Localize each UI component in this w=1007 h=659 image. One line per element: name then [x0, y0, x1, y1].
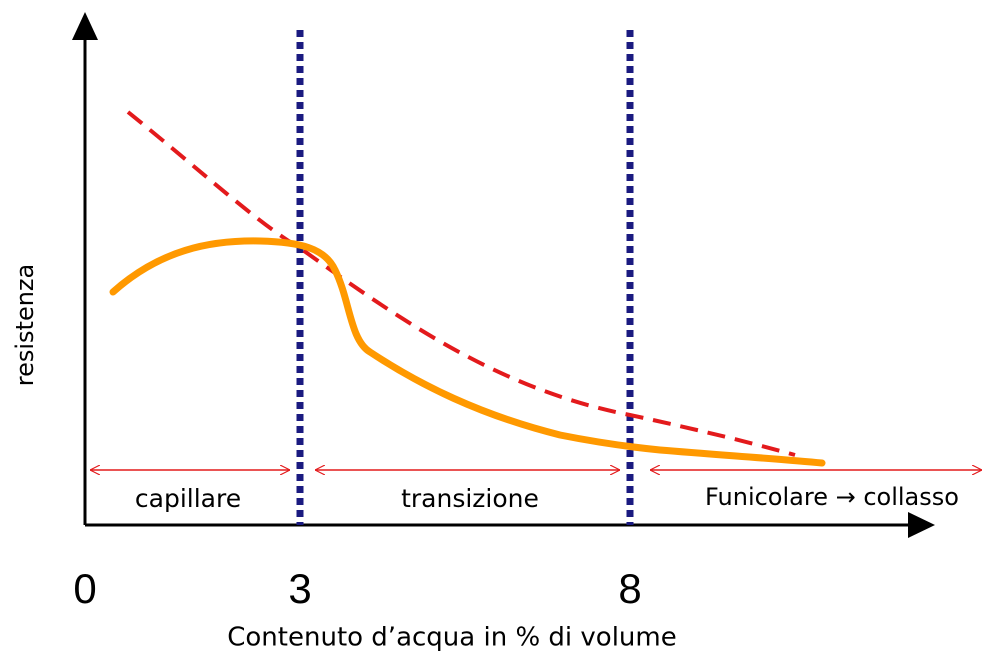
x-axis-arrow: [908, 512, 935, 538]
region-label: Funicolare → collasso: [705, 483, 959, 511]
solid-curve: [109, 237, 826, 467]
region-label: transizione: [401, 484, 539, 513]
y-axis-arrow: [72, 12, 98, 40]
x-tick-label: 0: [73, 565, 96, 612]
y-axis-label: resistenza: [11, 264, 39, 386]
x-axis-label: Contenuto d’acqua in % di volume: [227, 623, 676, 653]
x-tick-label: 3: [288, 565, 311, 612]
region-label: capillare: [135, 484, 241, 513]
dashed-curve: [126, 110, 796, 457]
x-tick-label: 8: [618, 565, 641, 612]
